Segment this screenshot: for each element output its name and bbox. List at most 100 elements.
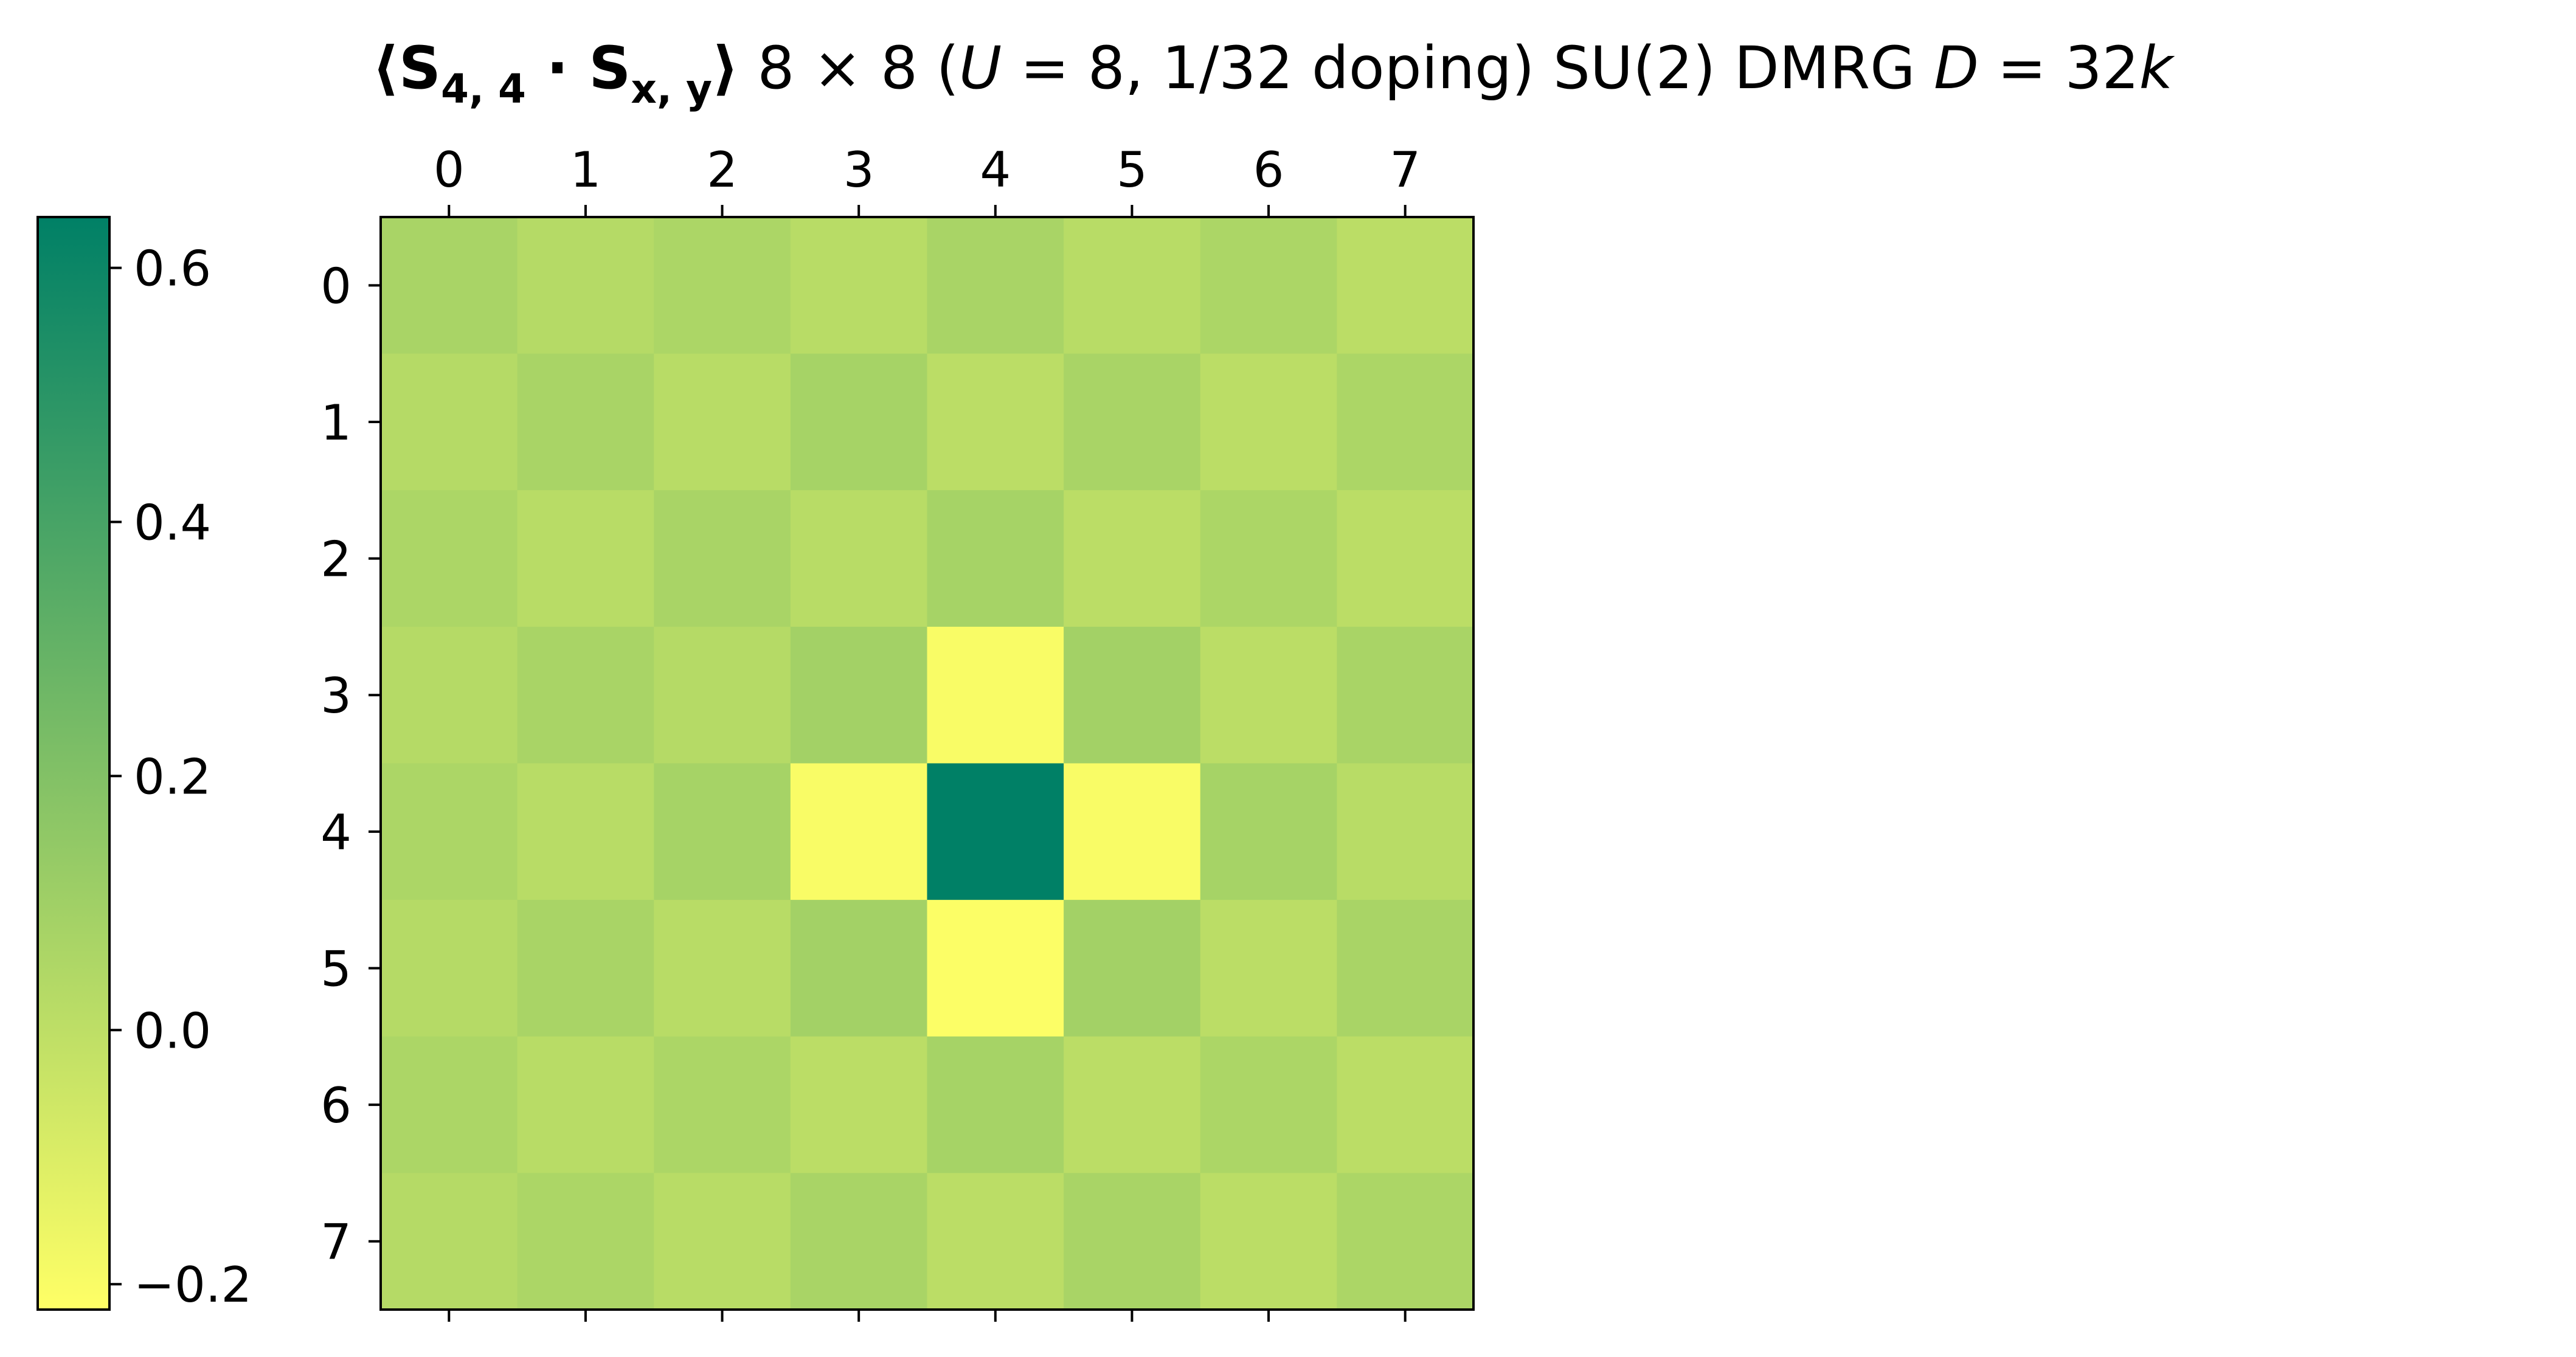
heatmap-cell-0-1 (517, 217, 654, 354)
heatmap-cell-3-7 (1337, 626, 1474, 764)
title-text-1: 8 × 8 ( (739, 34, 959, 102)
y-tick-label-2: 2 (320, 531, 351, 588)
heatmap-cell-1-6 (1200, 353, 1337, 491)
heatmap-cell-6-2 (654, 1036, 791, 1173)
heatmap-cell-3-3 (790, 626, 928, 764)
colorbar-tick-label-3: 0.4 (134, 494, 211, 551)
heatmap-cells (381, 217, 1474, 1310)
heatmap-cell-5-6 (1200, 900, 1337, 1037)
heatmap-cell-6-5 (1064, 1036, 1201, 1173)
heatmap-cell-7-6 (1200, 1173, 1337, 1310)
heatmap-cell-2-2 (654, 490, 791, 627)
heatmap-cell-0-7 (1337, 217, 1474, 354)
heatmap-cell-6-7 (1337, 1036, 1474, 1173)
heatmap-cell-3-5 (1064, 626, 1201, 764)
heatmap-cell-6-4 (927, 1036, 1064, 1173)
y-tick-label-4: 4 (320, 804, 351, 861)
y-tick-label-5: 5 (320, 941, 351, 997)
title-text-2: = 8, 1/32 doping) SU(2) DMRG (1002, 34, 1934, 102)
heatmap-cell-7-1 (517, 1173, 654, 1310)
colorbar-gradient (36, 216, 111, 1311)
heatmap-cell-7-5 (1064, 1173, 1201, 1310)
y-tick-label-1: 1 (320, 395, 351, 451)
heatmap-cell-0-0 (381, 217, 518, 354)
heatmap-cell-2-6 (1200, 490, 1337, 627)
heatmap-cell-4-7 (1337, 763, 1474, 900)
heatmap-cell-3-6 (1200, 626, 1337, 764)
heatmap-frame (379, 216, 1475, 1311)
x-tick-label-2: 2 (707, 142, 738, 198)
y-axis-ticks: 0 1 2 3 4 5 6 7 (320, 258, 381, 1271)
title-bold-prefix: ⟨S (372, 34, 441, 102)
heatmap-cell-4-2 (654, 763, 791, 900)
heatmap-cell-5-5 (1064, 900, 1201, 1037)
y-tick-label-7: 7 (320, 1214, 351, 1271)
heatmap-cell-2-0 (381, 490, 518, 627)
heatmap-cell-6-3 (790, 1036, 928, 1173)
heatmap-cell-0-4 (927, 217, 1064, 354)
heatmap-cell-2-7 (1337, 490, 1474, 627)
colorbar-tick-label-4: 0.6 (134, 241, 211, 297)
heatmap-cell-5-1 (517, 900, 654, 1037)
x-tick-label-0: 0 (434, 142, 465, 198)
heatmap-cell-4-3 (790, 763, 928, 900)
heatmap-cell-7-4 (927, 1173, 1064, 1310)
heatmap-cell-3-0 (381, 626, 518, 764)
heatmap-cell-1-3 (790, 353, 928, 491)
title-bold-dot: · S (526, 34, 631, 102)
title-U-symbol: U (959, 34, 1002, 102)
heatmap-cell-1-0 (381, 353, 518, 491)
heatmap-cell-4-0 (381, 763, 518, 900)
heatmap-cell-4-4 (927, 763, 1064, 900)
title-k-symbol: k (2139, 34, 2175, 102)
y-tick-label-6: 6 (320, 1077, 351, 1134)
heatmap-cell-4-6 (1200, 763, 1337, 900)
heatmap-cell-5-7 (1337, 900, 1474, 1037)
title-bold-suffix: ⟩ (712, 34, 739, 102)
heatmap-cell-1-4 (927, 353, 1064, 491)
heatmap-cell-5-0 (381, 900, 518, 1037)
x-tick-label-5: 5 (1117, 142, 1148, 198)
heatmap-cell-4-5 (1064, 763, 1201, 900)
heatmap-cell-5-2 (654, 900, 791, 1037)
heatmap-cell-3-1 (517, 626, 654, 764)
x-tick-label-4: 4 (980, 142, 1011, 198)
heatmap-cell-0-2 (654, 217, 791, 354)
heatmap-cell-2-3 (790, 490, 928, 627)
heatmap-cell-0-3 (790, 217, 928, 354)
heatmap-cell-2-1 (517, 490, 654, 627)
heatmap-cell-2-5 (1064, 490, 1201, 627)
chart-title: ⟨S4, 4 · Sx, y⟩ 8 × 8 (U = 8, 1/32 dopin… (372, 34, 2175, 112)
heatmap-cell-6-0 (381, 1036, 518, 1173)
heatmap-cell-7-2 (654, 1173, 791, 1310)
heatmap-cell-4-1 (517, 763, 654, 900)
heatmap-cell-1-2 (654, 353, 791, 491)
heatmap-cell-6-6 (1200, 1036, 1337, 1173)
x-tick-label-3: 3 (843, 142, 874, 198)
colorbar-tick-label-0: −0.2 (134, 1257, 252, 1313)
colorbar-ticks: −0.2 0.0 0.2 0.4 0.6 (109, 241, 252, 1313)
heatmap-cell-1-5 (1064, 353, 1201, 491)
heatmap-cell-2-4 (927, 490, 1064, 627)
heatmap-cell-0-6 (1200, 217, 1337, 354)
title-subscript-2: x, y (631, 66, 712, 112)
heatmap-cell-5-3 (790, 900, 928, 1037)
colorbar-tick-label-2: 0.2 (134, 748, 211, 805)
title-subscript-1: 4, 4 (441, 66, 526, 112)
heatmap-cell-3-4 (927, 626, 1064, 764)
x-axis-ticks: 0 1 2 3 4 5 6 7 (434, 142, 1421, 1322)
heatmap-cell-1-7 (1337, 353, 1474, 491)
heatmap-cell-5-4 (927, 900, 1064, 1037)
heatmap-cell-7-3 (790, 1173, 928, 1310)
heatmap-cell-0-5 (1064, 217, 1201, 354)
heatmap-cell-7-7 (1337, 1173, 1474, 1310)
x-tick-label-1: 1 (570, 142, 601, 198)
heatmap-cell-6-1 (517, 1036, 654, 1173)
title-text-3: = 32 (1979, 34, 2139, 102)
x-tick-label-7: 7 (1390, 142, 1421, 198)
heatmap-cell-1-1 (517, 353, 654, 491)
colorbar-tick-label-1: 0.0 (134, 1003, 211, 1059)
colorbar (36, 216, 111, 1311)
y-tick-label-0: 0 (320, 258, 351, 314)
